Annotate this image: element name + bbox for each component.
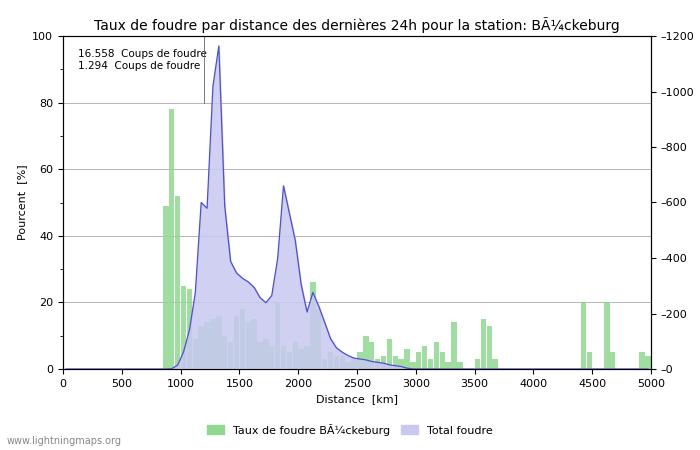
Bar <box>316 309 321 369</box>
Bar <box>381 356 386 369</box>
Bar <box>169 109 174 369</box>
Bar <box>334 356 339 369</box>
X-axis label: Distance  [km]: Distance [km] <box>316 394 398 404</box>
Bar <box>386 339 392 369</box>
Bar <box>393 356 398 369</box>
Bar <box>375 359 380 369</box>
Bar <box>287 352 292 369</box>
Bar <box>410 362 416 369</box>
Bar <box>263 339 269 369</box>
Text: 16.558  Coups de foudre
1.294  Coups de foudre: 16.558 Coups de foudre 1.294 Coups de fo… <box>78 50 206 71</box>
Bar <box>199 326 204 369</box>
Bar <box>493 359 498 369</box>
Bar <box>187 289 192 369</box>
Bar <box>416 352 421 369</box>
Bar <box>398 359 404 369</box>
Bar <box>181 286 186 369</box>
Bar <box>369 342 375 369</box>
Bar <box>346 362 351 369</box>
Bar <box>604 302 610 369</box>
Bar <box>405 349 409 369</box>
Bar <box>440 352 445 369</box>
Bar <box>610 352 615 369</box>
Bar <box>193 339 198 369</box>
Bar <box>251 319 257 369</box>
Bar <box>234 316 239 369</box>
Bar <box>304 346 309 369</box>
Bar <box>422 346 427 369</box>
Bar <box>645 356 651 369</box>
Bar <box>328 352 333 369</box>
Bar <box>357 352 363 369</box>
Bar <box>298 349 304 369</box>
Text: www.lightningmaps.org: www.lightningmaps.org <box>7 436 122 446</box>
Bar <box>275 302 280 369</box>
Bar <box>246 322 251 369</box>
Bar <box>293 342 298 369</box>
Legend: Taux de foudre BÃ¼ckeburg, Total foudre: Taux de foudre BÃ¼ckeburg, Total foudre <box>203 419 497 440</box>
Bar <box>434 342 439 369</box>
Bar <box>445 362 451 369</box>
Bar <box>581 302 586 369</box>
Bar <box>258 342 262 369</box>
Bar <box>457 362 463 369</box>
Bar <box>486 326 492 369</box>
Bar <box>210 319 216 369</box>
Bar <box>481 319 486 369</box>
Bar <box>428 359 433 369</box>
Bar <box>587 352 592 369</box>
Bar <box>216 316 221 369</box>
Bar <box>363 336 368 369</box>
Bar <box>281 346 286 369</box>
Bar <box>452 322 456 369</box>
Bar <box>222 336 228 369</box>
Bar <box>640 352 645 369</box>
Bar <box>204 322 210 369</box>
Bar <box>475 359 480 369</box>
Bar <box>310 283 316 369</box>
Bar <box>340 356 345 369</box>
Bar <box>269 346 274 369</box>
Bar <box>239 309 245 369</box>
Bar <box>163 206 169 369</box>
Title: Taux de foudre par distance des dernières 24h pour la station: BÃ¼ckeburg: Taux de foudre par distance des dernière… <box>94 18 620 33</box>
Bar <box>228 342 233 369</box>
Bar <box>351 359 357 369</box>
Bar <box>175 196 181 369</box>
Bar <box>322 359 328 369</box>
Y-axis label: Pourcent  [%]: Pourcent [%] <box>17 165 27 240</box>
